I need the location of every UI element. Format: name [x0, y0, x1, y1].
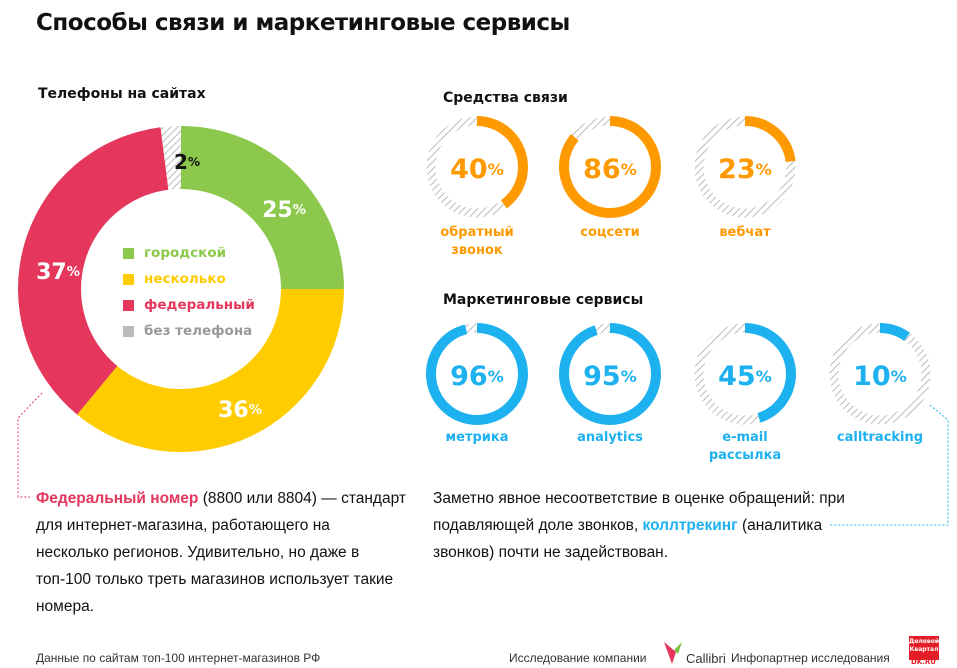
right-note-text: Заметно явное несоответствие в оценке об…	[433, 490, 845, 534]
dk-logo: Деловой Квартал	[909, 636, 939, 660]
right-note: Заметно явное несоответствие в оценке об…	[433, 485, 873, 566]
left-connector	[17, 392, 43, 498]
contact-ring-1-arc	[426, 116, 528, 218]
left-note-highlight: Федеральный номер	[36, 490, 199, 507]
legend-label: городской	[144, 245, 227, 261]
donut-slice-3	[18, 127, 169, 415]
ring-label: обратный звонок	[440, 225, 514, 258]
donut-slice-4	[160, 126, 181, 190]
legend-swatch	[123, 273, 134, 285]
legend-item: городской	[123, 240, 255, 266]
marketing-ring-2-arc	[559, 323, 661, 425]
legend-swatch	[123, 299, 134, 311]
ring-label: соцсети	[580, 225, 640, 240]
donut-label-2-percent-sign: %	[249, 403, 262, 418]
marketing-ring-1-value-label: 96%	[450, 361, 504, 392]
legend-label: без телефона	[144, 323, 253, 339]
marketing-title: Маркетинговые сервисы	[443, 292, 644, 308]
legend-item: несколько	[123, 266, 255, 292]
marketing-ring-1-value-label-value: 96	[450, 361, 488, 392]
donut-label-4-percent-sign: %	[188, 155, 200, 169]
ring-label: метрика	[445, 430, 509, 445]
donut-label-1: 25%	[262, 198, 306, 223]
donut-slice-2	[77, 289, 345, 452]
left-note-text: (8800 или 8804) — стандарт для интернет-…	[36, 490, 406, 615]
footer-research: Исследование компании	[509, 651, 647, 665]
ring-label: analytics	[577, 430, 643, 445]
marketing-ring-4-value-label-value: 10	[853, 361, 891, 392]
contact-ring-2-value-label-percent-sign: %	[621, 160, 637, 179]
contact-ring-2-arc	[559, 116, 661, 218]
left-note: Федеральный номер (8800 или 8804) — стан…	[36, 485, 406, 620]
legend-item: без телефона	[123, 318, 255, 344]
marketing-ring-2-value-label-value: 95	[583, 361, 621, 392]
contact-ring-1-value-label-value: 40	[450, 154, 488, 185]
right-note-text-end: (аналитика звонков) почти не задействова…	[433, 517, 823, 561]
donut-slice-1	[181, 126, 344, 289]
marketing-ring-1-arc	[426, 323, 528, 425]
footer-partner: Инфопартнер исследования	[731, 651, 890, 665]
donut-title: Телефоны на сайтах	[38, 86, 206, 102]
legend-swatch	[123, 325, 134, 337]
dk-logo-url: DK.RU	[911, 658, 936, 666]
donut-label-3-value: 37	[36, 260, 67, 285]
right-note-highlight: коллтрекинг	[642, 517, 738, 534]
donut-label-4: 2%	[174, 150, 200, 174]
ring-label: e-mail рассылка	[708, 430, 782, 463]
marketing-ring-3-value-label-value: 45	[718, 361, 756, 392]
marketing-ring-2-value-label: 95%	[583, 361, 637, 392]
contact-ring-3-value-label-percent-sign: %	[756, 160, 772, 179]
marketing-ring-2-value-label-percent-sign: %	[621, 367, 637, 386]
donut-label-2: 36%	[218, 398, 262, 423]
donut-label-3: 37%	[36, 260, 80, 285]
contact-ring-3-value-label: 23%	[718, 154, 772, 185]
donut-legend: городской несколько федеральный без телефон…	[123, 240, 255, 344]
marketing-ring-4-value-label-percent-sign: %	[891, 367, 907, 386]
donut-label-2-value: 36	[218, 398, 249, 423]
footer-brand: Callibri	[686, 651, 726, 666]
page-title: Способы связи и маркетинговые сервисы	[36, 10, 570, 36]
donut-label-1-value: 25	[262, 198, 293, 223]
donut-label-3-percent-sign: %	[67, 265, 80, 280]
contact-ring-3-value-label-value: 23	[718, 154, 756, 185]
marketing-ring-3-value-label: 45%	[718, 361, 772, 392]
marketing-ring-1-value-label-percent-sign: %	[488, 367, 504, 386]
legend-swatch	[123, 247, 134, 259]
callibri-bird-icon	[664, 642, 682, 664]
legend-label: федеральный	[144, 297, 255, 313]
marketing-ring-4-value-label: 10%	[853, 361, 907, 392]
contact-ring-1-value-label-percent-sign: %	[488, 160, 504, 179]
contact-ring-2-value-label: 86%	[583, 154, 637, 185]
marketing-ring-4-arc	[829, 323, 931, 425]
contact-ring-1-value-label: 40%	[450, 154, 504, 185]
marketing-ring-3-value-label-percent-sign: %	[756, 367, 772, 386]
donut-label-1-percent-sign: %	[293, 203, 306, 218]
legend-item: федеральный	[123, 292, 255, 318]
donut-label-4-value: 2	[174, 150, 188, 174]
contact-ring-3-arc	[694, 116, 796, 218]
contact-title: Средства связи	[443, 90, 568, 106]
ring-label: вебчат	[719, 225, 771, 240]
marketing-ring-3-arc	[694, 323, 796, 425]
footer-source: Данные по сайтам топ-100 интернет-магази…	[36, 651, 321, 665]
legend-label: несколько	[144, 271, 226, 287]
contact-ring-2-value-label-value: 86	[583, 154, 621, 185]
ring-label: calltracking	[836, 430, 924, 445]
